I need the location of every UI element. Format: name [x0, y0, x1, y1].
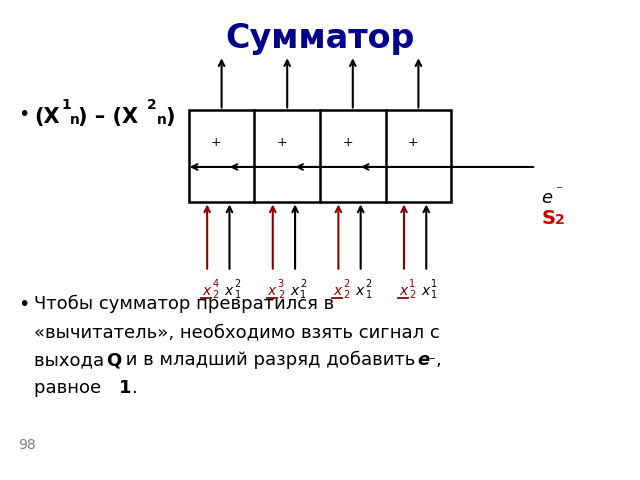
Text: 1: 1 [234, 289, 241, 300]
Text: 2: 2 [300, 278, 307, 288]
Text: ): ) [165, 107, 175, 127]
Text: +: + [408, 136, 419, 149]
Text: x: x [225, 284, 233, 298]
Text: •: • [18, 295, 29, 314]
Text: 2: 2 [555, 213, 565, 227]
Text: 1: 1 [119, 379, 131, 397]
Text: n: n [157, 113, 167, 127]
Text: 3: 3 [278, 278, 284, 288]
Text: и в младший разряд добавить: и в младший разряд добавить [120, 351, 421, 369]
Text: e: e [541, 189, 552, 207]
Text: ⁻: ⁻ [555, 184, 563, 198]
Text: равное: равное [34, 379, 107, 397]
Text: 2: 2 [147, 98, 157, 112]
Text: x: x [356, 284, 364, 298]
Text: 2: 2 [365, 278, 372, 288]
Text: 1: 1 [431, 289, 437, 300]
Text: x: x [333, 284, 342, 298]
Text: 1: 1 [365, 289, 372, 300]
Text: 1: 1 [300, 289, 306, 300]
Text: Чтобы сумматор превратился в: Чтобы сумматор превратился в [34, 295, 334, 313]
Text: S: S [541, 209, 555, 228]
Text: +: + [211, 136, 221, 149]
Text: 2: 2 [344, 278, 349, 288]
Text: ⁻: ⁻ [428, 355, 435, 368]
Text: Сумматор: Сумматор [225, 22, 415, 55]
Text: x: x [421, 284, 429, 298]
Text: ,: , [436, 351, 442, 369]
Text: 4: 4 [212, 278, 218, 288]
Text: +: + [276, 136, 287, 149]
Text: x: x [268, 284, 276, 298]
Text: 2: 2 [212, 289, 218, 300]
Text: 2: 2 [234, 278, 241, 288]
Text: 1: 1 [409, 278, 415, 288]
Text: выхода: выхода [34, 351, 110, 369]
Text: .: . [131, 379, 137, 397]
Text: 2: 2 [278, 289, 284, 300]
Text: x: x [290, 284, 298, 298]
Text: x: x [202, 284, 211, 298]
Text: 2: 2 [344, 289, 349, 300]
Text: +: + [342, 136, 353, 149]
Text: 98: 98 [18, 438, 36, 452]
Text: Q: Q [106, 351, 121, 369]
Text: x: x [399, 284, 407, 298]
Text: 1: 1 [61, 98, 71, 112]
Text: «вычитатель», необходимо взять сигнал с: «вычитатель», необходимо взять сигнал с [34, 323, 440, 341]
Polygon shape [189, 110, 451, 202]
Text: (X: (X [34, 107, 60, 127]
Text: n: n [70, 113, 80, 127]
Text: 2: 2 [409, 289, 415, 300]
Text: ) – (X: ) – (X [78, 107, 138, 127]
Text: e: e [417, 351, 429, 369]
Text: •: • [18, 105, 29, 124]
Text: 1: 1 [431, 278, 437, 288]
